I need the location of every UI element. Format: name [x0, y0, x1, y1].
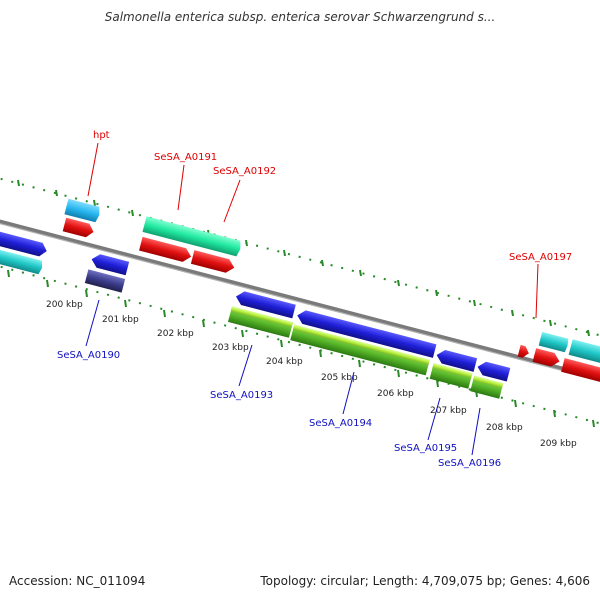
- gene-feature-sesa-a0197[interactable]: [517, 344, 531, 359]
- gene-feature[interactable]: [234, 290, 296, 319]
- gene-feature-sesa-a0193[interactable]: [227, 306, 293, 338]
- scale-label: 202 kbp: [157, 329, 194, 339]
- gene-label-sesa-a0192[interactable]: SeSA_A0192: [213, 166, 276, 177]
- gene-feature[interactable]: [139, 236, 193, 264]
- gene-feature-sesa-a0195[interactable]: [429, 363, 473, 389]
- genome-summary-text: Topology: circular; Length: 4,709,075 bp…: [260, 574, 590, 588]
- upper-major-ticks: [17, 179, 590, 337]
- scale-labels: 200 kbp 201 kbp 202 kbp 203 kbp 204 kbp …: [46, 300, 577, 449]
- gene-label-sesa-a0190[interactable]: SeSA_A0190: [57, 350, 120, 361]
- lower-tick-track: [0, 265, 600, 425]
- scale-label: 207 kbp: [430, 406, 467, 416]
- gene-label-hpt[interactable]: hpt: [93, 130, 110, 141]
- gene-feature-hpt[interactable]: [64, 198, 101, 223]
- gene-feature-sesa-a0192[interactable]: [190, 250, 236, 274]
- gene-feature-sesa-a0194[interactable]: [290, 324, 430, 376]
- gene-feature-sesa-a0194-blue[interactable]: [295, 309, 437, 358]
- gene-feature[interactable]: [0, 230, 48, 258]
- gene-labels: hpt SeSA_A0191 SeSA_A0192 SeSA_A0197 SeS…: [57, 130, 572, 469]
- upper-tick-track: [0, 177, 600, 337]
- lower-major-ticks: [7, 269, 595, 428]
- gene-feature-sesa-a0196[interactable]: [470, 375, 504, 399]
- scale-label: 204 kbp: [266, 357, 303, 367]
- scale-label: 205 kbp: [321, 373, 358, 383]
- map-title: Salmonella enterica subsp. enterica sero…: [104, 10, 496, 24]
- scale-label: 209 kbp: [540, 439, 577, 449]
- genome-backbone: [0, 219, 600, 382]
- gene-feature[interactable]: [0, 248, 44, 275]
- accession-text: Accession: NC_011094: [9, 574, 146, 588]
- gene-label-sesa-a0191[interactable]: SeSA_A0191: [154, 152, 217, 163]
- gene-label-sesa-a0194[interactable]: SeSA_A0194: [309, 418, 372, 429]
- gene-feature[interactable]: [90, 252, 130, 276]
- gene-feature[interactable]: [62, 217, 96, 239]
- scale-label: 201 kbp: [102, 315, 139, 325]
- gene-feature[interactable]: [538, 331, 570, 353]
- gene-feature[interactable]: [476, 360, 511, 382]
- scale-label: 206 kbp: [377, 389, 414, 399]
- scale-label: 200 kbp: [46, 300, 83, 310]
- scale-label: 203 kbp: [212, 343, 249, 353]
- gene-feature[interactable]: [568, 339, 600, 365]
- label-leaders-blue: [85, 299, 481, 456]
- label-leaders-red: [87, 142, 539, 319]
- scale-label: 208 kbp: [486, 423, 523, 433]
- gene-label-sesa-a0195[interactable]: SeSA_A0195: [394, 443, 457, 454]
- gene-label-sesa-a0197[interactable]: SeSA_A0197: [509, 252, 572, 263]
- gene-feature-sesa-a0191[interactable]: [142, 216, 243, 257]
- gene-feature[interactable]: [532, 348, 562, 368]
- gene-feature-sesa-a0190[interactable]: [84, 269, 126, 293]
- gene-feature[interactable]: [435, 348, 478, 372]
- gene-label-sesa-a0196[interactable]: SeSA_A0196: [438, 458, 501, 469]
- gene-feature[interactable]: [561, 358, 600, 384]
- gene-label-sesa-a0193[interactable]: SeSA_A0193: [210, 390, 273, 401]
